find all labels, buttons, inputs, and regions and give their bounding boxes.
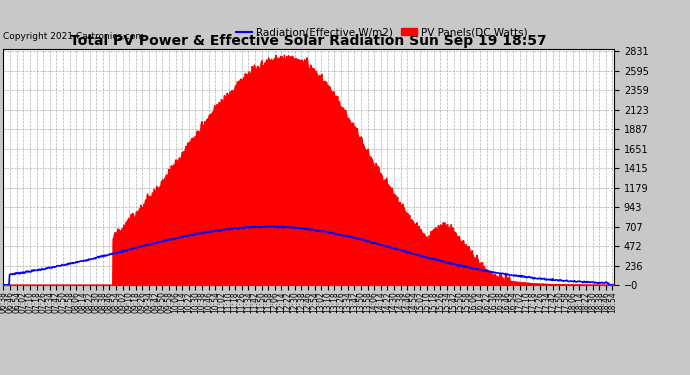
Legend: Radiation(Effective W/m2), PV Panels(DC Watts): Radiation(Effective W/m2), PV Panels(DC … — [232, 23, 532, 42]
Text: Copyright 2021 Cartronics.com: Copyright 2021 Cartronics.com — [3, 32, 145, 41]
Title: Total PV Power & Effective Solar Radiation Sun Sep 19 18:57: Total PV Power & Effective Solar Radiati… — [70, 34, 547, 48]
